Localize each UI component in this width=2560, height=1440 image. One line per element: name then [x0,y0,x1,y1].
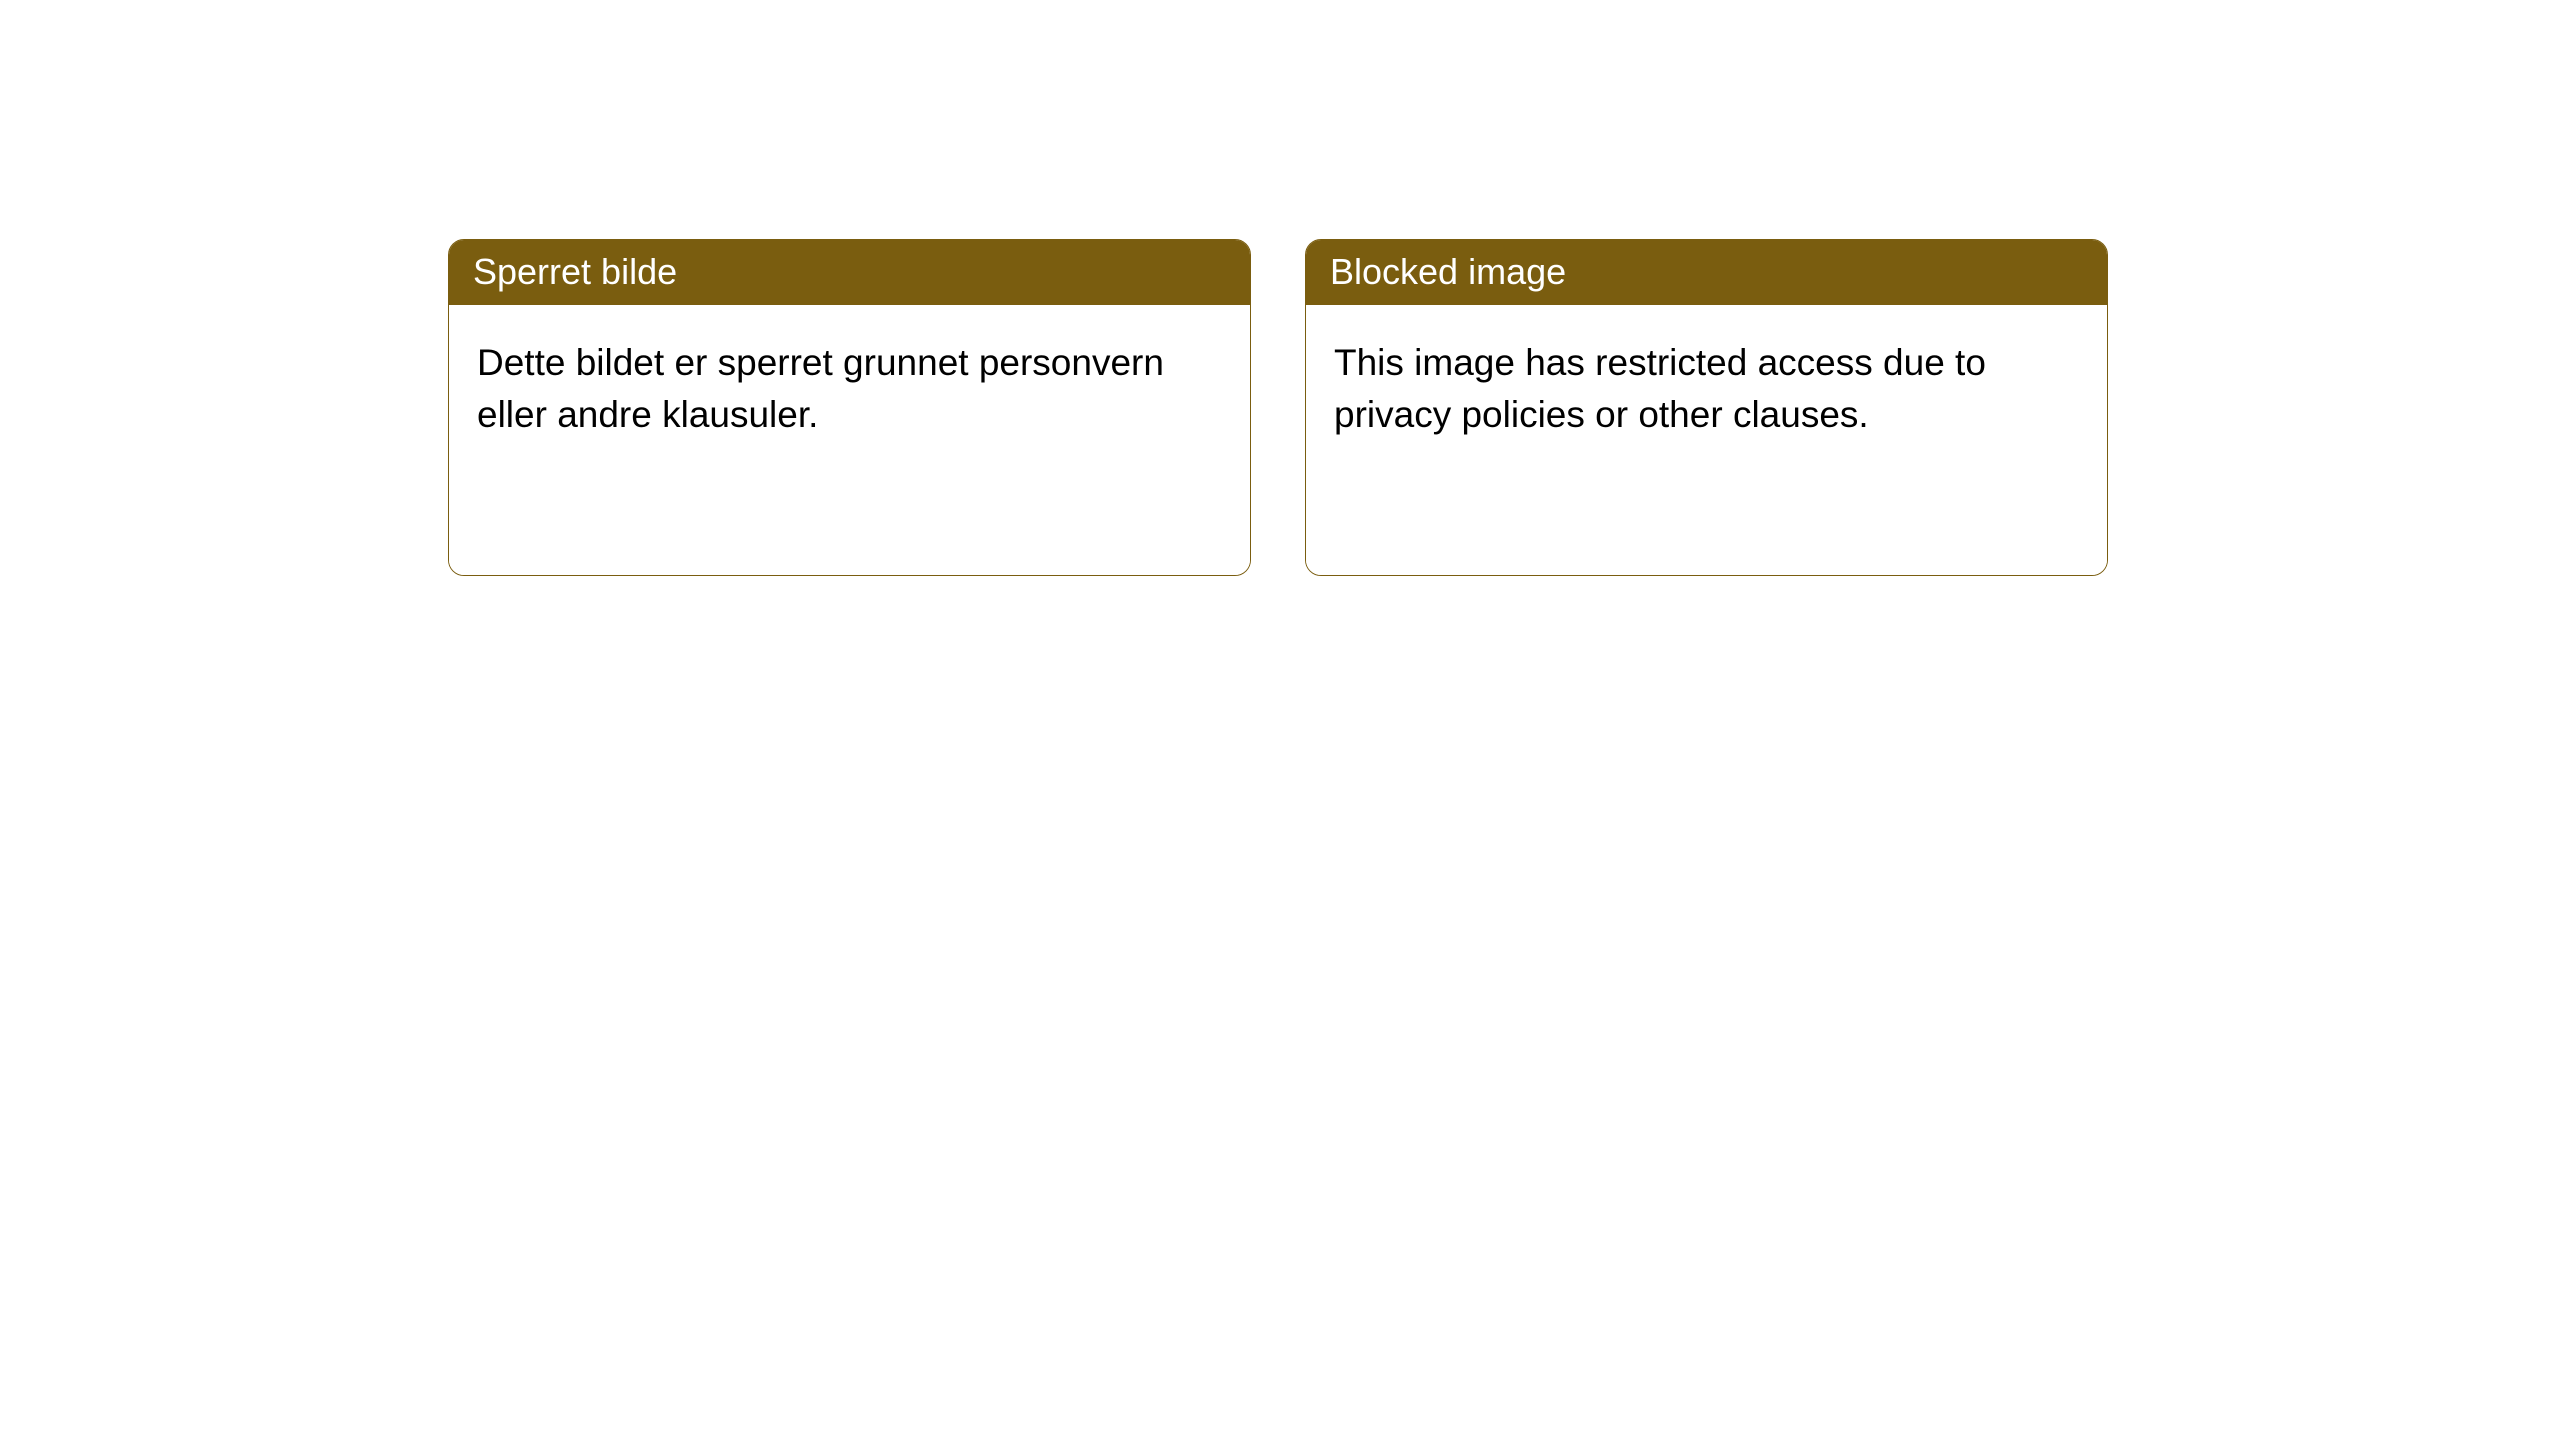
notice-card-title: Sperret bilde [449,240,1250,305]
notice-card-body: Dette bildet er sperret grunnet personve… [449,305,1250,575]
notice-card-english: Blocked image This image has restricted … [1305,239,2108,576]
notice-card-body: This image has restricted access due to … [1306,305,2107,575]
notice-card-title: Blocked image [1306,240,2107,305]
notice-card-norwegian: Sperret bilde Dette bildet er sperret gr… [448,239,1251,576]
notice-cards-container: Sperret bilde Dette bildet er sperret gr… [0,0,2560,576]
